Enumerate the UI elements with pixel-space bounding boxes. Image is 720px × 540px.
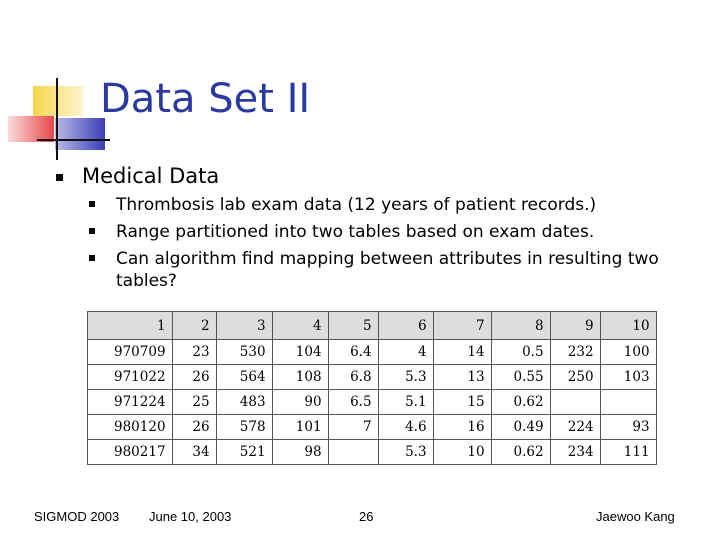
table-cell: 224 bbox=[549, 414, 601, 440]
table-header-cell: 4 bbox=[271, 311, 329, 340]
table-cell: 6.4 bbox=[327, 339, 379, 365]
sub-bullet-square-icon bbox=[89, 201, 95, 207]
sub-bullet-algorithm-question: Can algorithm find mapping between attri… bbox=[116, 249, 659, 291]
bullet-medical-data: Medical Data bbox=[82, 164, 220, 188]
table-cell: 6.5 bbox=[327, 389, 379, 415]
table-cell: 111 bbox=[599, 439, 657, 465]
table-cell: 521 bbox=[215, 439, 273, 465]
footer-date: June 10, 2003 bbox=[149, 509, 232, 524]
table-cell: 98 bbox=[271, 439, 329, 465]
table-row: 980217 34 521 98 5.3 10 0.62 234 111 bbox=[87, 439, 657, 465]
table-cell: 7 bbox=[327, 414, 379, 440]
table-cell: 108 bbox=[271, 364, 329, 390]
table-cell: 0.62 bbox=[490, 439, 551, 465]
sub-bullet-square-icon bbox=[89, 255, 95, 261]
table-cell: 13 bbox=[432, 364, 492, 390]
table-cell: 93 bbox=[599, 414, 657, 440]
table-cell: 4.6 bbox=[377, 414, 434, 440]
table-cell: 16 bbox=[432, 414, 492, 440]
table-cell: 0.5 bbox=[490, 339, 551, 365]
table-header-cell: 1 bbox=[87, 311, 173, 340]
table-cell: 104 bbox=[271, 339, 329, 365]
table-header-cell: 8 bbox=[490, 311, 551, 340]
table-cell: 6.8 bbox=[327, 364, 379, 390]
table-header-cell: 7 bbox=[432, 311, 492, 340]
table-header-cell: 6 bbox=[377, 311, 434, 340]
table-cell: 103 bbox=[599, 364, 657, 390]
table-cell: 0.55 bbox=[490, 364, 551, 390]
table-cell bbox=[549, 389, 601, 415]
table-row: 971224 25 483 90 6.5 5.1 15 0.62 bbox=[87, 389, 657, 415]
data-table: 1 2 3 4 5 6 7 8 9 10 970709 23 530 104 6.4 4 14 0.5 232 100… bbox=[87, 311, 657, 465]
table-cell: 25 bbox=[171, 389, 217, 415]
table-cell: 564 bbox=[215, 364, 273, 390]
table-cell: 10 bbox=[432, 439, 492, 465]
table-cell: 4 bbox=[377, 339, 434, 365]
table-cell bbox=[599, 389, 657, 415]
table-cell: 101 bbox=[271, 414, 329, 440]
table-header-cell: 5 bbox=[327, 311, 379, 340]
table-cell: 232 bbox=[549, 339, 601, 365]
table-cell: 14 bbox=[432, 339, 492, 365]
table-row: 970709 23 530 104 6.4 4 14 0.5 232 100 bbox=[87, 339, 657, 365]
table-cell: 34 bbox=[171, 439, 217, 465]
table-cell: 23 bbox=[171, 339, 217, 365]
table-cell: 15 bbox=[432, 389, 492, 415]
table-row: 971022 26 564 108 6.8 5.3 13 0.55 250 103 bbox=[87, 364, 657, 390]
table-header-cell: 2 bbox=[171, 311, 217, 340]
bullet-square-icon bbox=[56, 174, 63, 181]
footer-author: Jaewoo Kang bbox=[596, 509, 675, 524]
table-cell: 5.1 bbox=[377, 389, 434, 415]
sub-bullet-thrombosis: Thrombosis lab exam data (12 years of pa… bbox=[116, 195, 597, 215]
table-cell bbox=[327, 439, 379, 465]
table-row: 980120 26 578 101 7 4.6 16 0.49 224 93 bbox=[87, 414, 657, 440]
table-cell: 578 bbox=[215, 414, 273, 440]
table-header-cell: 9 bbox=[549, 311, 601, 340]
table-cell: 26 bbox=[171, 364, 217, 390]
table-header-row: 1 2 3 4 5 6 7 8 9 10 bbox=[87, 311, 657, 340]
table-cell: 971224 bbox=[87, 389, 173, 415]
table-cell: 980120 bbox=[87, 414, 173, 440]
table-cell: 970709 bbox=[87, 339, 173, 365]
table-cell: 5.3 bbox=[377, 439, 434, 465]
table-cell: 26 bbox=[171, 414, 217, 440]
footer-page-number: 26 bbox=[359, 509, 374, 524]
table-cell: 250 bbox=[549, 364, 601, 390]
table-cell: 980217 bbox=[87, 439, 173, 465]
slide-logo-decoration bbox=[8, 78, 110, 160]
footer-conference: SIGMOD 2003 bbox=[34, 509, 120, 524]
table-header-cell: 3 bbox=[215, 311, 273, 340]
table-cell: 530 bbox=[215, 339, 273, 365]
table-cell: 100 bbox=[599, 339, 657, 365]
sub-bullet-range-partitioned: Range partitioned into two tables based … bbox=[116, 222, 595, 242]
table-cell: 971022 bbox=[87, 364, 173, 390]
table-cell: 483 bbox=[215, 389, 273, 415]
table-cell: 234 bbox=[549, 439, 601, 465]
sub-bullet-square-icon bbox=[89, 228, 95, 234]
table-cell: 0.49 bbox=[490, 414, 551, 440]
table-cell: 90 bbox=[271, 389, 329, 415]
table-cell: 5.3 bbox=[377, 364, 434, 390]
table-header-cell: 10 bbox=[599, 311, 657, 340]
slide-title: Data Set II bbox=[100, 76, 311, 122]
table-cell: 0.62 bbox=[490, 389, 551, 415]
